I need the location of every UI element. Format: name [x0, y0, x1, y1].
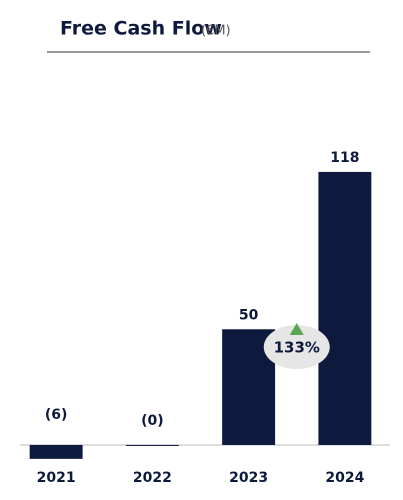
- chart-subtitle: (€M): [201, 24, 231, 39]
- value-label: (0): [141, 413, 164, 429]
- x-tick-label: 2023: [229, 470, 268, 486]
- growth-arrow: [289, 323, 304, 335]
- bar: [29, 444, 83, 459]
- growth-badge: [263, 325, 330, 369]
- x-tick-label: 2021: [37, 470, 76, 486]
- bar: [125, 444, 179, 446]
- growth-label: 133%: [274, 339, 320, 357]
- x-tick-label: 2024: [325, 470, 364, 486]
- bar: [318, 171, 372, 445]
- value-label: 50: [239, 307, 259, 323]
- chart-title: Free Cash Flow: [60, 18, 222, 40]
- value-label: (6): [45, 407, 68, 423]
- value-label: 118: [330, 150, 359, 166]
- x-tick-label: 2022: [133, 470, 172, 486]
